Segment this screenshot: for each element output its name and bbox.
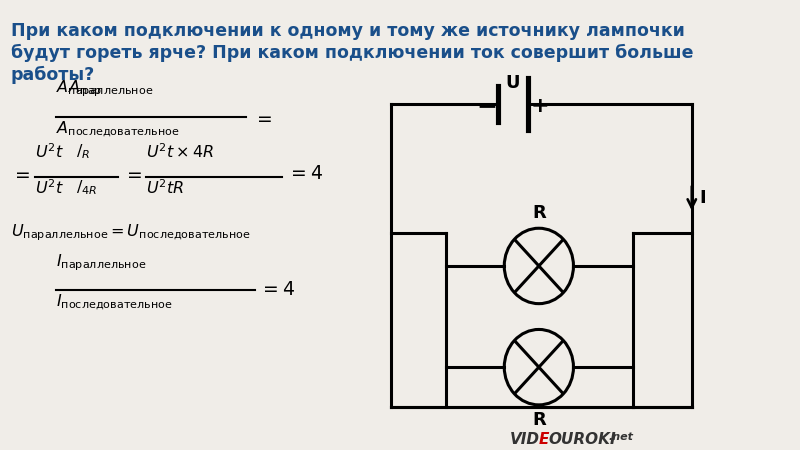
Text: $U_{\mathrm{параллельное}} = U_{\mathrm{последовательное}}$: $U_{\mathrm{параллельное}} = U_{\mathrm{… (11, 223, 250, 243)
Text: будут гореть ярче? При каком подключении ток совершит больше: будут гореть ярче? При каком подключении… (11, 44, 694, 62)
Text: +: + (530, 96, 549, 116)
Text: $I_{\mathrm{последовательное}}$: $I_{\mathrm{последовательное}}$ (57, 292, 174, 312)
Text: $I_{\mathrm{параллельное}}$: $I_{\mathrm{параллельное}}$ (57, 252, 146, 273)
Text: работы?: работы? (11, 66, 95, 84)
Text: −: − (477, 94, 498, 118)
Text: $U^2t$: $U^2t$ (34, 142, 64, 161)
Text: .net: .net (608, 432, 633, 441)
Text: $= 4$: $= 4$ (286, 164, 322, 183)
Text: VID: VID (510, 432, 540, 447)
Text: $=$: $=$ (253, 108, 273, 126)
Text: U: U (506, 74, 520, 92)
Text: $U^2t \times 4R$: $U^2t \times 4R$ (146, 142, 214, 161)
Text: $U^2tR$: $U^2tR$ (146, 179, 184, 197)
Text: $U^2t$: $U^2t$ (34, 179, 64, 197)
Text: $=$: $=$ (123, 164, 142, 183)
Text: OUROKI: OUROKI (548, 432, 615, 447)
Text: $\!/_{R}$: $\!/_{R}$ (77, 142, 90, 161)
Text: E: E (539, 432, 550, 447)
Text: При каком подключении к одному и тому же источнику лампочки: При каком подключении к одному и тому же… (11, 22, 685, 40)
Text: R: R (532, 411, 546, 429)
Text: $A_{\mathrm{параллельное}}$: $A_{\mathrm{параллельное}}$ (57, 79, 154, 99)
Text: $=$: $=$ (11, 164, 30, 183)
Text: $\!/_{4R}$: $\!/_{4R}$ (77, 179, 98, 197)
Text: $= 4$: $= 4$ (259, 280, 295, 299)
Text: R: R (532, 204, 546, 222)
Text: $A_{\rm пар}$: $A_{\rm пар}$ (68, 79, 102, 99)
Text: I: I (699, 189, 706, 207)
Text: $A_{\mathrm{последовательное}}$: $A_{\mathrm{последовательное}}$ (57, 119, 180, 139)
